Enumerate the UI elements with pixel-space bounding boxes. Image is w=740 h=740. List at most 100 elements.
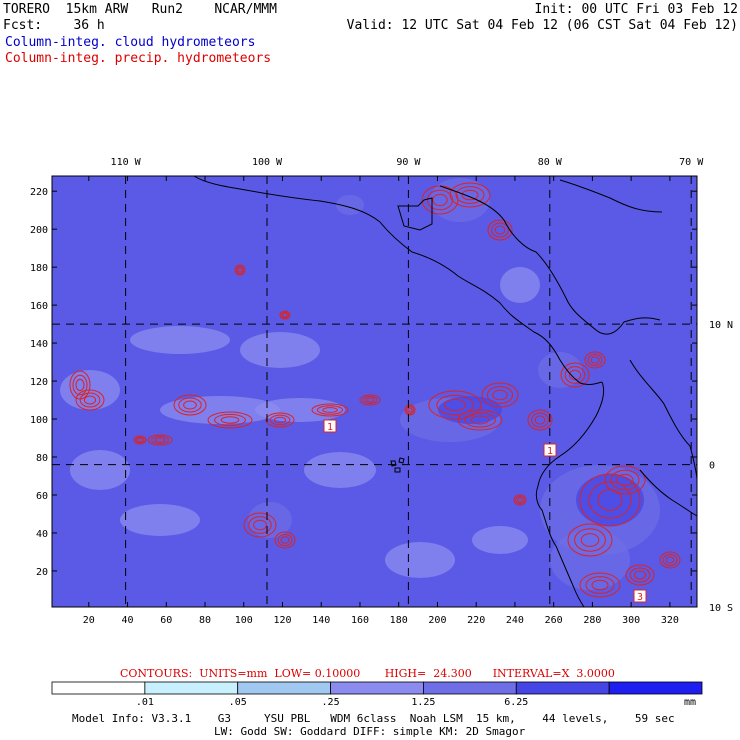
y-tick-label: 20 (36, 567, 48, 578)
latitude-label: 0 (709, 461, 715, 472)
precip-contour (274, 531, 296, 549)
precip-contour (236, 266, 244, 274)
cloud-region (255, 398, 345, 422)
lat-lon-grid (52, 176, 697, 607)
precip-contour (580, 533, 600, 547)
colorbar-tick-label: .01 (136, 697, 154, 708)
x-tick-label: 40 (122, 615, 134, 626)
precip-contour (604, 465, 646, 495)
precip-contour (585, 576, 615, 594)
longitude-label: 80 W (538, 157, 563, 168)
contour-label-box (323, 419, 337, 433)
coastline-east (629, 359, 697, 481)
y-axis: 20 40 60 80 100 120 140 160 180 200 220 (30, 187, 697, 578)
x-tick-label: 60 (160, 615, 172, 626)
cloud-region (130, 326, 230, 354)
x-tick-label: 180 (390, 615, 408, 626)
x-tick-label: 80 (199, 615, 211, 626)
border-inland (639, 469, 697, 517)
colorbar-swatch (608, 681, 703, 695)
coastline-caribbean (439, 185, 661, 335)
precip-contour (560, 362, 590, 388)
precip-contour (591, 579, 609, 591)
contour-label: 1 (547, 446, 553, 457)
x-tick-label: 280 (583, 615, 601, 626)
y-tick-label: 220 (30, 187, 48, 198)
colorbar-tick-label: 1.25 (411, 697, 435, 708)
precip-contour (461, 189, 479, 201)
coastlines (193, 176, 697, 607)
y-tick-label: 180 (30, 263, 48, 274)
precip-contour (281, 311, 289, 319)
contour-label-box (543, 443, 557, 457)
cloud-region (576, 474, 644, 526)
precip-contour (75, 389, 105, 411)
legend-cloud-hydrometeors: Column-integ. cloud hydrometeors (5, 35, 256, 50)
precip-contour (173, 394, 207, 416)
precip-contour (279, 310, 291, 320)
precip-contour (527, 409, 553, 431)
precip-contour (404, 404, 416, 416)
precip-contour (243, 512, 277, 538)
precip-contour (137, 437, 143, 443)
x-axis: 20 40 60 80 100 120 140 160 180 200 220 240 260 280 30… (83, 176, 679, 626)
precip-contour (406, 406, 414, 414)
cloud-region (500, 267, 540, 303)
precip-contour (587, 353, 603, 367)
precip-contour (486, 386, 514, 404)
x-tick-label: 160 (351, 615, 369, 626)
precip-contour (481, 382, 519, 408)
precip-contour (253, 519, 267, 531)
longitude-axis: 110 W 100 W 90 W 80 W 70 W (111, 157, 705, 168)
galapagos-2 (398, 457, 405, 464)
colorbar-swatch (330, 681, 424, 695)
colorbar-unit: mm (684, 697, 696, 708)
x-tick-label: 140 (312, 615, 330, 626)
precip-contour (237, 267, 243, 273)
precip-contour (494, 225, 506, 235)
precip-contour (151, 436, 169, 444)
precip-contours (69, 182, 681, 598)
precip-contour (359, 394, 381, 406)
run-title: TORERO 15km ARW Run2 NCAR/MMM (3, 2, 277, 17)
precip-contour (426, 189, 454, 211)
cloud-region (472, 526, 528, 554)
precip-contour (269, 414, 291, 426)
contours-info: CONTOURS: UNITS=mm LOW= 0.10000 HIGH= 24… (120, 667, 615, 680)
contour-labels: 1 1 3 (323, 419, 647, 603)
x-tick-label: 240 (506, 615, 524, 626)
colorbar-tick-label: .25 (322, 697, 340, 708)
precip-contour (515, 496, 525, 504)
precip-contour (154, 437, 166, 443)
precip-contour (659, 551, 681, 569)
precip-contour (407, 407, 413, 413)
precip-contour (590, 356, 600, 364)
y-tick-label: 80 (36, 453, 48, 464)
precip-contour (665, 556, 675, 564)
plot-frame (51, 175, 698, 608)
precip-contour (629, 567, 651, 583)
y-tick-label: 60 (36, 491, 48, 502)
colorbar-swatch (515, 681, 610, 695)
y-tick-label: 160 (30, 301, 48, 312)
precip-contour (265, 412, 295, 428)
cloud-region (120, 504, 200, 536)
colorbar-swatch (237, 681, 331, 695)
precip-contour (135, 436, 145, 444)
precip-contour (183, 400, 197, 410)
colorbar: .01 .05 .25 1.25 6.25 mm (51, 681, 703, 708)
longitude-label: 110 W (111, 157, 142, 168)
longitude-label: 100 W (252, 157, 283, 168)
cloud-region (70, 450, 130, 490)
x-tick-label: 100 (235, 615, 253, 626)
precip-contour (534, 415, 546, 425)
forecast-hour: Fcst: 36 h (3, 18, 105, 33)
precip-contour (147, 434, 173, 446)
precip-contour (491, 222, 509, 238)
precip-contour (513, 494, 527, 506)
precip-contour (365, 397, 375, 403)
precip-contour (282, 312, 288, 318)
precip-contour (432, 193, 448, 207)
contour-label-box (633, 589, 647, 603)
precip-contour (625, 564, 655, 586)
